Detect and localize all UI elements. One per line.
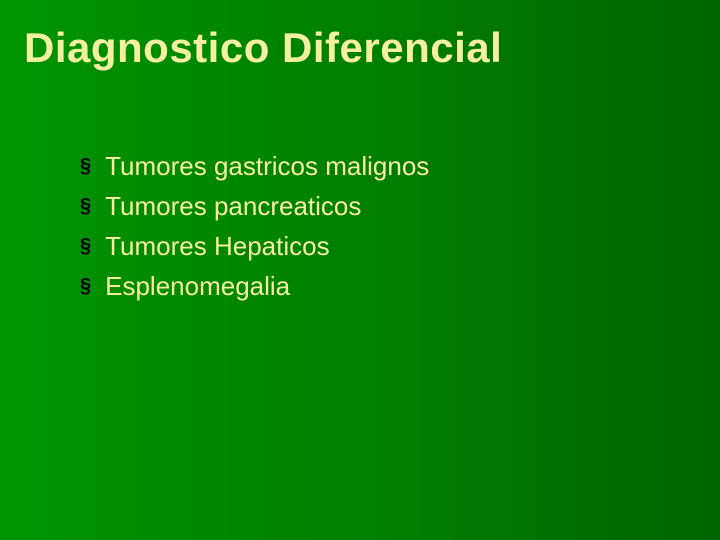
bullet-text: Esplenomegalia xyxy=(105,270,290,302)
slide: Diagnostico Diferencial § Tumores gastri… xyxy=(0,0,720,540)
bullet-text: Tumores pancreaticos xyxy=(105,190,361,222)
list-item: § Tumores pancreaticos xyxy=(80,190,429,222)
bullet-marker-icon: § xyxy=(80,150,91,182)
bullet-text: Tumores gastricos malignos xyxy=(105,150,429,182)
bullet-marker-icon: § xyxy=(80,190,91,222)
bullet-list: § Tumores gastricos malignos § Tumores p… xyxy=(80,150,429,310)
bullet-marker-icon: § xyxy=(80,230,91,262)
bullet-marker-icon: § xyxy=(80,270,91,302)
slide-title: Diagnostico Diferencial xyxy=(24,24,696,72)
list-item: § Tumores gastricos malignos xyxy=(80,150,429,182)
list-item: § Tumores Hepaticos xyxy=(80,230,429,262)
list-item: § Esplenomegalia xyxy=(80,270,429,302)
bullet-text: Tumores Hepaticos xyxy=(105,230,329,262)
